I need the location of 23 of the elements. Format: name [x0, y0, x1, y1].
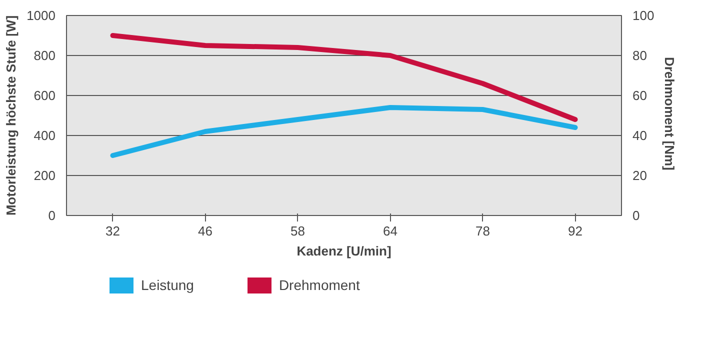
y-tick-label: 600: [34, 88, 56, 103]
legend-label: Leistung: [141, 277, 194, 293]
x-tick-label: 32: [106, 224, 120, 238]
y-tick-label: 1000: [26, 8, 56, 23]
y2-tick-label: 60: [632, 88, 647, 103]
x-tick-label: 58: [290, 224, 305, 238]
y2-tick-label: 100: [632, 8, 654, 23]
x-tick-label: 92: [568, 224, 582, 238]
x-tick-label: 64: [383, 224, 398, 238]
y-tick-label: 800: [34, 48, 56, 63]
y2-tick-label: 40: [632, 128, 647, 143]
y2-tick-label: 20: [632, 168, 647, 183]
x-axis-title: Kadenz [U/min]: [296, 244, 392, 258]
x-tick-label: 78: [476, 224, 490, 238]
y2-axis-title: Drehmoment [Nm]: [662, 56, 678, 170]
x-tick-label: 46: [198, 224, 212, 238]
legend-label: Drehmoment: [278, 277, 360, 293]
y2-tick-label: 0: [632, 208, 640, 223]
y2-tick-label: 80: [632, 48, 647, 63]
y-axis-title: Motorleistung höchste Stufe [W]: [4, 15, 19, 216]
y-tick-label: 0: [48, 208, 56, 223]
y-tick-label: 400: [34, 128, 56, 143]
y-tick-label: 200: [34, 168, 56, 183]
